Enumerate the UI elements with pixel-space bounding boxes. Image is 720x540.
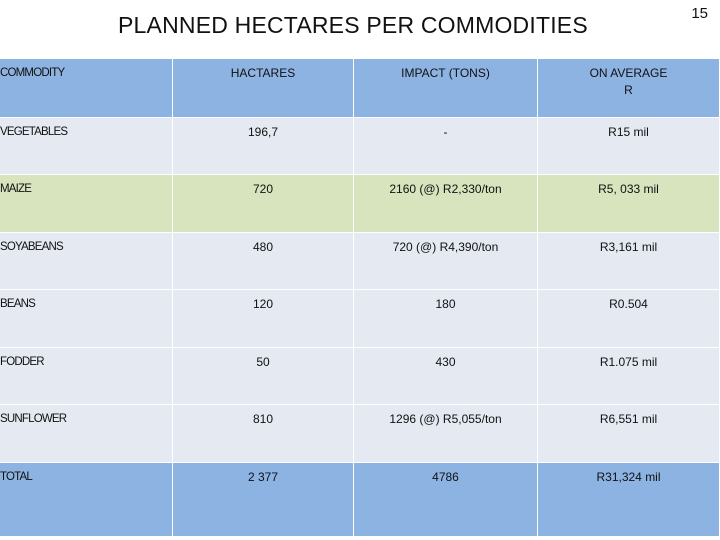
commodity-cell: MAIZE xyxy=(0,175,173,233)
header-impact: IMPACT (TONS) xyxy=(354,59,538,118)
total-impact: 4786 xyxy=(354,463,538,537)
average-cell: R15 mil xyxy=(538,118,720,175)
impact-cell: 430 xyxy=(354,348,538,405)
hectares-cell: 480 xyxy=(173,233,354,290)
hectares-cell: 196,7 xyxy=(173,118,354,175)
hectares-cell: 120 xyxy=(173,290,354,348)
header-average: ON AVERAGE R xyxy=(538,59,720,118)
hectares-cell: 50 xyxy=(173,348,354,405)
hectares-cell: 810 xyxy=(173,405,354,463)
page-number: 15 xyxy=(691,5,708,22)
total-average: R31,324 mil xyxy=(538,463,720,537)
commodity-cell: FODDER xyxy=(0,348,173,405)
average-cell: R5, 033 mil xyxy=(538,175,720,233)
impact-cell: 1296 (@) R5,055/ton xyxy=(354,405,538,463)
total-hectares: 2 377 xyxy=(173,463,354,537)
total-label: TOTAL xyxy=(0,463,173,537)
average-cell: R6,551 mil xyxy=(538,405,720,463)
average-cell: R1.075 mil xyxy=(538,348,720,405)
impact-cell: - xyxy=(354,118,538,175)
commodity-cell: SUNFLOWER xyxy=(0,405,173,463)
impact-cell: 2160 (@) R2,330/ton xyxy=(354,175,538,233)
header-commodity: COMMODITY xyxy=(0,59,173,118)
impact-cell: 720 (@) R4,390/ton xyxy=(354,233,538,290)
commodity-cell: BEANS xyxy=(0,290,173,348)
hectares-cell: 720 xyxy=(173,175,354,233)
impact-cell: 180 xyxy=(354,290,538,348)
header-hectares: HACTARES xyxy=(173,59,354,118)
commodity-cell: SOYABEANS xyxy=(0,233,173,290)
commodity-cell: VEGETABLES xyxy=(0,118,173,175)
commodities-table: COMMODITY HACTARES IMPACT (TONS) ON AVER… xyxy=(0,58,720,537)
average-cell: R0.504 xyxy=(538,290,720,348)
slide-title: PLANNED HECTARES PER COMMODITIES xyxy=(118,12,588,38)
average-cell: R3,161 mil xyxy=(538,233,720,290)
